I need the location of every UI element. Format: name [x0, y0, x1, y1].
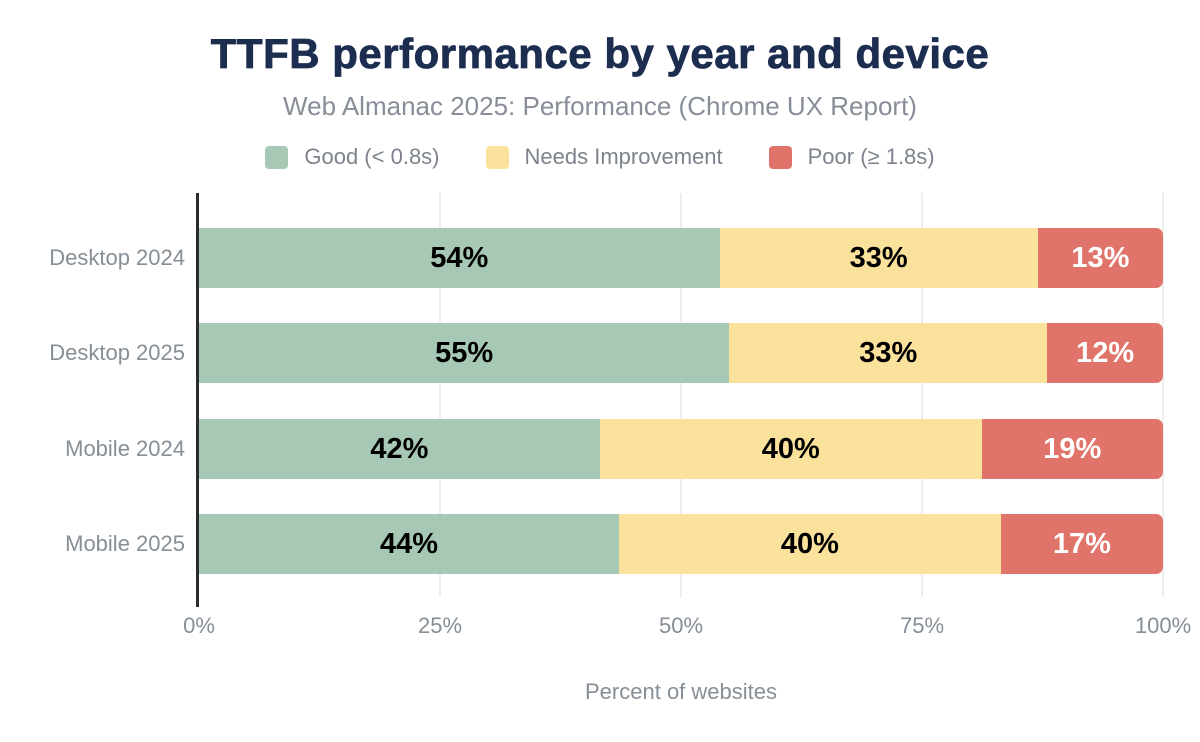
bar-segment-poor-1-8s: 17% [1000, 514, 1163, 574]
category-label: Desktop 2025 [49, 340, 185, 365]
segment-value-label: 33% [859, 336, 918, 369]
x-tick-0: 0% [183, 613, 215, 638]
legend-label: Good (< 0.8s) [304, 144, 440, 169]
bar-segment-poor-1-8s: 13% [1037, 228, 1163, 288]
legend-swatch-icon [768, 145, 792, 169]
x-axis-title: Percent of websites [585, 679, 777, 704]
category-label: Desktop 2024 [49, 245, 185, 270]
segment-value-label: 54% [430, 241, 489, 274]
bar-segment-good-0-8s: 55% [199, 323, 730, 383]
legend-item-1: Needs Improvement [485, 144, 723, 170]
plot-area: Percent of websites 0% 25% 50% 75% 100% Deskt… [49, 193, 1191, 704]
legend: Good (< 0.8s) Needs Improvement Poor (≥ 1.… [0, 144, 1200, 170]
chart-subtitle: Web Almanac 2025: Performance (Chrome UX… [283, 91, 917, 121]
bar-segment-good-0-8s: 44% [199, 514, 619, 574]
x-tick-100: 100% [1134, 613, 1192, 638]
segment-value-label: 40% [780, 527, 839, 560]
bar-segment-good-0-8s: 42% [199, 419, 600, 479]
segment-value-label: 12% [1076, 336, 1135, 369]
bar-segment-needs-improvement: 33% [729, 323, 1048, 383]
legend-label: Poor (≥ 1.8s) [807, 144, 935, 169]
bar-segment-good-0-8s: 54% [199, 228, 720, 288]
bar-segment-poor-1-8s: 19% [981, 419, 1163, 479]
x-tick-75: 75% [899, 613, 945, 638]
segment-value-label: 19% [1043, 432, 1102, 465]
segment-value-label: 44% [379, 527, 438, 560]
bar-segment-needs-improvement: 40% [599, 419, 982, 479]
bar-row-desktop-2024: Desktop 2024 54% 33% 13% [49, 228, 1163, 288]
bar-row-mobile-2025: Mobile 2025 44% 40% 17% [65, 514, 1163, 574]
x-tick-50: 50% [658, 613, 704, 638]
bar-segment-poor-1-8s: 12% [1047, 323, 1164, 383]
category-label: Mobile 2025 [65, 531, 185, 556]
gridline-50 [680, 193, 682, 597]
legend-item-2: Poor (≥ 1.8s) [768, 144, 935, 170]
segment-value-label: 13% [1071, 241, 1130, 274]
bar-row-mobile-2024: Mobile 2024 42% 40% 19% [65, 419, 1163, 479]
category-label: Mobile 2024 [65, 436, 185, 461]
bar-segment-needs-improvement: 40% [618, 514, 1001, 574]
segment-value-label: 42% [370, 432, 429, 465]
gridline-100 [1162, 193, 1164, 597]
segment-value-label: 40% [761, 432, 820, 465]
legend-label: Needs Improvement [524, 144, 723, 169]
y-axis-line [196, 193, 199, 607]
bar-segment-needs-improvement: 33% [719, 228, 1038, 288]
segment-value-label: 17% [1052, 527, 1111, 560]
legend-swatch-icon [265, 145, 289, 169]
bar-row-desktop-2025: Desktop 2025 55% 33% 12% [49, 323, 1164, 383]
chart-title: TTFB performance by year and device [210, 30, 990, 78]
gridline-75 [921, 193, 923, 597]
segment-value-label: 33% [849, 241, 908, 274]
segment-value-label: 55% [435, 336, 494, 369]
gridline-25 [439, 193, 441, 597]
legend-swatch-icon [485, 145, 509, 169]
legend-item-0: Good (< 0.8s) [265, 144, 440, 170]
x-tick-25: 25% [417, 613, 463, 638]
